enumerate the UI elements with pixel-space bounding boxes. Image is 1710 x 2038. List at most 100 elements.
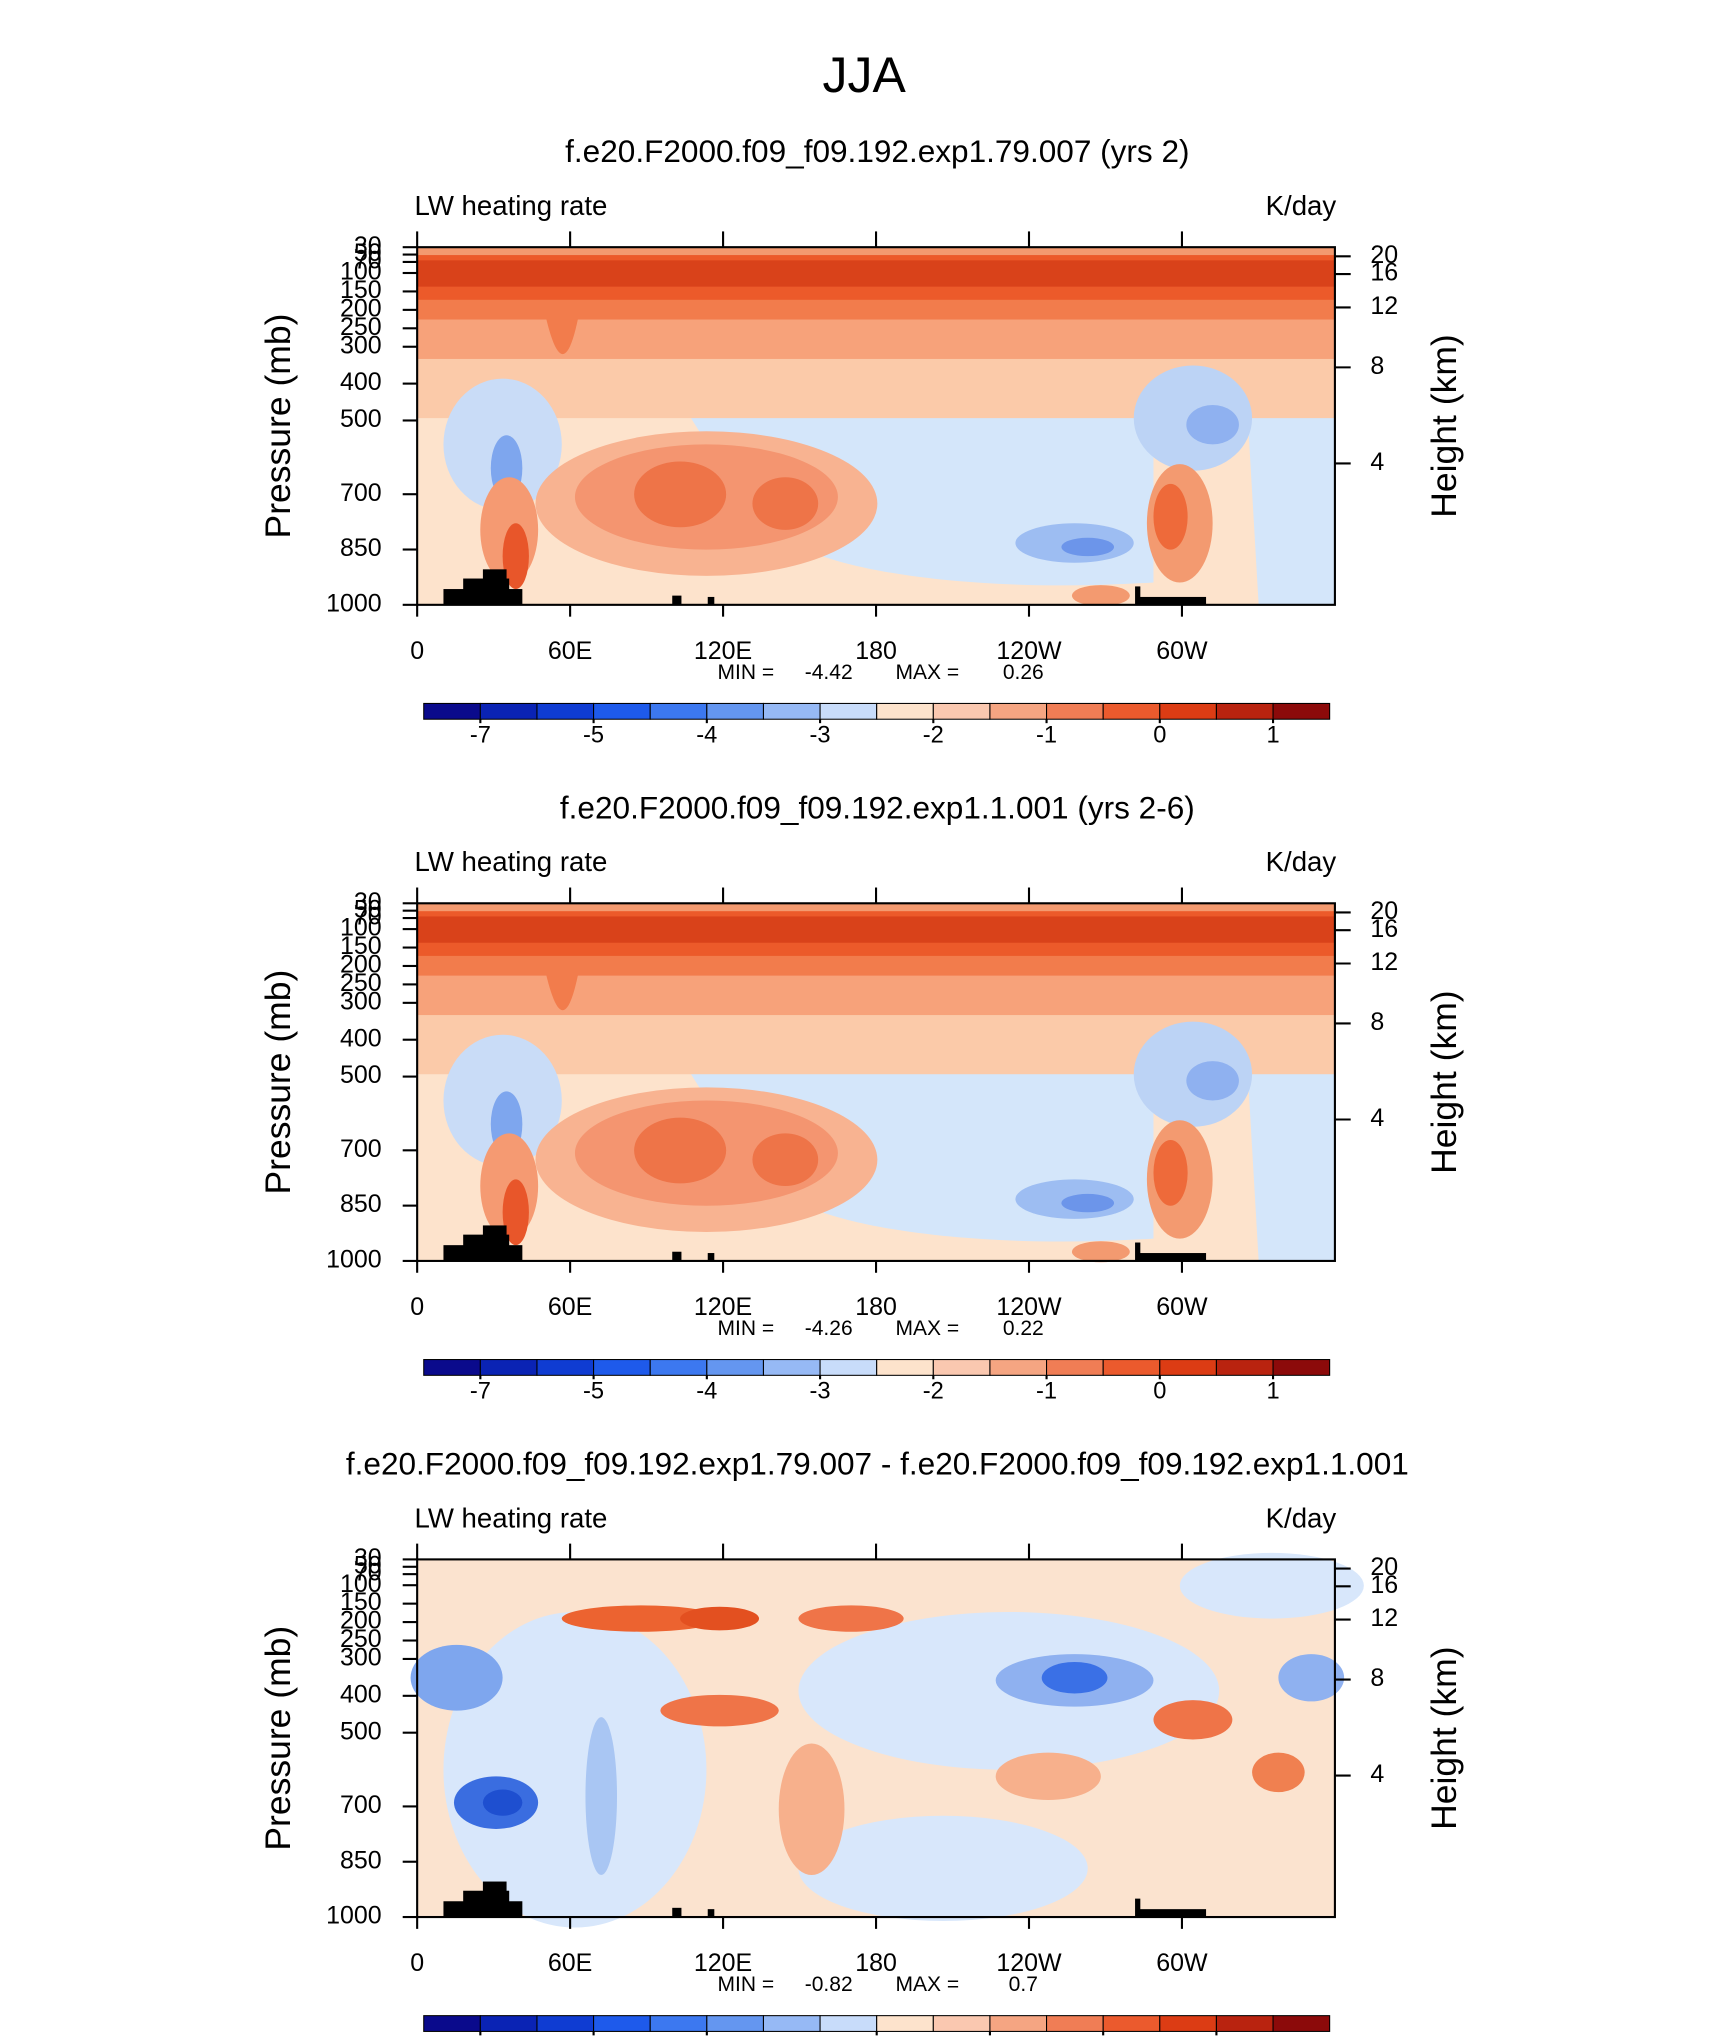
colorbar-label: -5	[583, 723, 604, 749]
colorbar-label: 0.4	[1087, 2035, 1120, 2038]
y-tick-label: 700	[340, 1135, 382, 1163]
stat-label: MIN =	[718, 1317, 775, 1340]
x-tick-label: 120E	[694, 637, 752, 665]
chart-title: f.e20.F2000.f09_f09.192.exp1.79.007 (yrs…	[565, 133, 1189, 169]
colorbar-label: -3	[810, 1379, 831, 1405]
y-tick-label: 200	[340, 294, 382, 322]
y-tick-label: 400	[340, 1680, 382, 1708]
colorbar-box	[649, 702, 708, 720]
y2-tick-label: 8	[1370, 352, 1384, 380]
chart-title: f.e20.F2000.f09_f09.192.exp1.1.001 (yrs …	[560, 789, 1195, 825]
colorbar-label: -4	[696, 1379, 717, 1405]
x-tick-label: 120W	[996, 1293, 1062, 1321]
colorbar-box	[819, 2015, 878, 2032]
y2-tick-label: 12	[1370, 1604, 1398, 1632]
stat-label: MAX =	[895, 1317, 959, 1340]
colorbar-label: -1	[1036, 1379, 1057, 1405]
colorbar-label: -0.2	[686, 2035, 727, 2038]
colorbar-box	[649, 2015, 708, 2032]
colorbar-box	[762, 702, 821, 720]
colorbar-box	[932, 2015, 991, 2032]
y2-axis-label: Height (km)	[1424, 1646, 1464, 1829]
y-tick-label: 30	[354, 232, 382, 260]
y-tick-label: 200	[340, 1607, 382, 1635]
colorbar-box	[479, 702, 538, 720]
x-tick-label: 60E	[548, 1293, 592, 1321]
colorbar-box	[989, 702, 1048, 720]
colorbar-label: -0.4	[573, 2035, 614, 2038]
colorbar-box	[479, 1359, 538, 1376]
stat-label: MAX =	[895, 661, 959, 684]
y2-tick-label: 16	[1370, 1571, 1398, 1599]
y-tick-label: 300	[340, 1644, 382, 1672]
colorbar-label: -2	[923, 1379, 944, 1405]
colorbar-box	[876, 702, 934, 720]
colorbar-label: 1	[1266, 1379, 1279, 1405]
colorbar-box	[989, 1359, 1048, 1376]
y-tick-label: 150	[340, 276, 382, 304]
y-tick-label: 500	[340, 1061, 382, 1089]
x-tick-label: 0	[410, 1293, 424, 1321]
x-tick-label: 0	[410, 637, 424, 665]
y-tick-label: 70	[354, 247, 382, 275]
stat-label: MIN =	[718, 1973, 775, 1996]
y-tick-label: 850	[340, 534, 382, 562]
figure-title: JJA	[823, 47, 907, 103]
colorbar-box	[536, 2015, 595, 2032]
y-tick-label: 400	[340, 368, 382, 396]
colorbar-box	[819, 702, 878, 720]
colorbar-box	[536, 1359, 595, 1376]
right-string: K/day	[1266, 190, 1337, 221]
y-tick-label: 1000	[326, 1902, 382, 1930]
y2-tick-label: 20	[1370, 897, 1398, 925]
x-tick-label: 180	[855, 1293, 897, 1321]
colorbar-box	[1102, 2015, 1161, 2032]
colorbar-label: 0.8	[1200, 2035, 1233, 2038]
stat-label: MAX =	[895, 1973, 959, 1996]
colorbar-box	[479, 2015, 538, 2032]
x-tick-label: 60E	[548, 637, 592, 665]
y2-tick-label: 16	[1370, 915, 1398, 943]
stat-value: -4.26	[805, 1317, 853, 1340]
colorbar-box	[706, 1359, 764, 1376]
y-tick-label: 850	[340, 1190, 382, 1218]
colorbar-box	[932, 702, 991, 720]
colorbar-label: -7	[470, 723, 491, 749]
y2-tick-label: 8	[1370, 1664, 1384, 1692]
colorbar-label: -4	[696, 723, 717, 749]
colorbar-box	[1046, 702, 1104, 720]
y2-axis-label: Height (km)	[1424, 990, 1464, 1173]
y-tick-label: 50	[354, 895, 382, 923]
colorbar-box	[706, 702, 764, 720]
colorbar-box	[819, 1359, 878, 1376]
y-tick-label: 250	[340, 969, 382, 997]
y-tick-label: 50	[354, 239, 382, 267]
colorbar-box	[649, 1359, 708, 1376]
colorbar-box	[989, 2015, 1048, 2032]
stat-value: 0.26	[1003, 661, 1044, 684]
y-tick-label: 300	[340, 331, 382, 359]
colorbar-label: -2	[923, 723, 944, 749]
colorbar-box	[1102, 702, 1161, 720]
colorbar-label: -5	[583, 1379, 604, 1405]
y-tick-label: 100	[340, 258, 382, 286]
chart-title: f.e20.F2000.f09_f09.192.exp1.79.007 - f.…	[346, 1445, 1409, 1481]
y-tick-label: 500	[340, 405, 382, 433]
y-tick-label: 30	[354, 888, 382, 916]
colorbar-box	[1215, 2015, 1274, 2032]
left-string: LW heating rate	[415, 846, 608, 877]
stat-value: 0.7	[1009, 1973, 1038, 1996]
y-tick-label: 850	[340, 1846, 382, 1874]
x-tick-label: 60E	[548, 1949, 592, 1977]
colorbar-box	[423, 2015, 481, 2032]
colorbar-box	[1159, 2015, 1217, 2032]
x-tick-label: 60W	[1156, 1949, 1208, 1977]
colorbar-box	[1215, 702, 1274, 720]
stat-label: MIN =	[718, 661, 775, 684]
colorbar-label: 0	[1153, 1379, 1166, 1405]
stat-value: -0.82	[805, 1973, 853, 1996]
y-tick-label: 300	[340, 987, 382, 1015]
contour-field	[417, 903, 1335, 1262]
colorbar-box	[1046, 1359, 1104, 1376]
